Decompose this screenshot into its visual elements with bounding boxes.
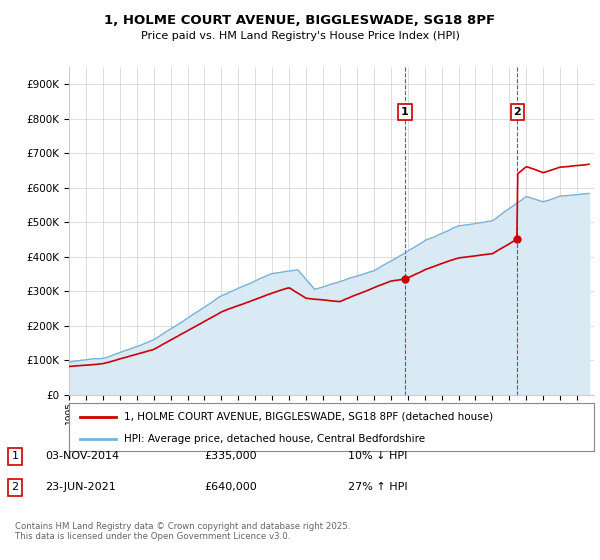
Text: 1, HOLME COURT AVENUE, BIGGLESWADE, SG18 8PF: 1, HOLME COURT AVENUE, BIGGLESWADE, SG18… [104, 14, 496, 27]
Text: Contains HM Land Registry data © Crown copyright and database right 2025.
This d: Contains HM Land Registry data © Crown c… [15, 522, 350, 542]
Text: 10% ↓ HPI: 10% ↓ HPI [348, 451, 407, 461]
Text: 1, HOLME COURT AVENUE, BIGGLESWADE, SG18 8PF (detached house): 1, HOLME COURT AVENUE, BIGGLESWADE, SG18… [124, 412, 493, 422]
Text: 1: 1 [11, 451, 19, 461]
Text: 2: 2 [11, 482, 19, 492]
Text: £640,000: £640,000 [204, 482, 257, 492]
Text: 03-NOV-2014: 03-NOV-2014 [45, 451, 119, 461]
Text: 27% ↑ HPI: 27% ↑ HPI [348, 482, 407, 492]
Text: Price paid vs. HM Land Registry's House Price Index (HPI): Price paid vs. HM Land Registry's House … [140, 31, 460, 41]
Text: 2: 2 [514, 107, 521, 117]
Text: £335,000: £335,000 [204, 451, 257, 461]
Text: HPI: Average price, detached house, Central Bedfordshire: HPI: Average price, detached house, Cent… [124, 434, 425, 444]
Text: 23-JUN-2021: 23-JUN-2021 [45, 482, 116, 492]
Text: 1: 1 [401, 107, 409, 117]
